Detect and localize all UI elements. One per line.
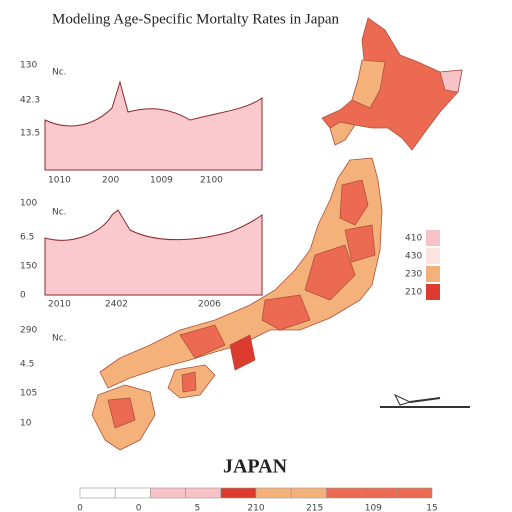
y-tick-label: 0 (20, 291, 26, 301)
colorbar-label: 0 (77, 504, 83, 512)
colorbar-label: 215 (306, 504, 323, 512)
colorbar-segment (361, 487, 398, 499)
legend-label: 210 (405, 288, 422, 298)
x-tick-label: 2006 (198, 300, 221, 310)
map-label: JAPAN (223, 456, 288, 478)
panel-label: Nc. (52, 208, 67, 218)
legend-label: 430 (405, 252, 422, 262)
colorbar-segment (185, 487, 222, 499)
y-tick-label: 13.5 (20, 129, 40, 139)
y-tick-label: 4.5 (20, 360, 34, 370)
colorbar-segment (220, 487, 257, 499)
colorbar-label: 0 (136, 504, 142, 512)
x-tick-label: 2010 (48, 300, 71, 310)
scale-bar (380, 393, 470, 408)
x-tick-label: 1009 (150, 176, 173, 186)
legend-swatch (426, 248, 440, 264)
legend-swatch (426, 230, 440, 246)
panel-label: Nc. (52, 334, 67, 344)
x-tick-label: 2100 (200, 176, 223, 186)
panel-1: Nc. 130 42.3 13.5 1010 200 1009 2100 (20, 61, 263, 186)
x-tick-label: 1010 (48, 176, 71, 186)
colorbar: 0 0 5 210 215 109 15 (77, 487, 438, 512)
colorbar-label: 210 (247, 504, 264, 512)
colorbar-segment (255, 487, 292, 499)
colorbar-label: 15 (426, 504, 437, 512)
title: Modeling Age-Specific Mortalty Rates in … (52, 11, 340, 27)
y-tick-label: 150 (20, 262, 37, 272)
colorbar-segment (326, 487, 362, 499)
legend-label: 230 (405, 270, 422, 280)
legend: 410 430 230 210 (405, 230, 440, 300)
y-tick-label: 6.5 (20, 233, 34, 243)
colorbar-segment (396, 487, 433, 499)
y-tick-label: 130 (20, 61, 37, 71)
x-tick-label: 2402 (105, 300, 128, 310)
y-tick-label: 42.3 (20, 96, 40, 106)
colorbar-label: 109 (365, 504, 382, 512)
legend-swatch (426, 284, 440, 300)
y-tick-label: 290 (20, 326, 37, 336)
japan-map (91, 17, 463, 451)
panel-3: Nc. 290 4.5 105 10 (20, 326, 67, 429)
legend-label: 410 (405, 234, 422, 244)
colorbar-label: 5 (194, 504, 200, 512)
colorbar-segment (150, 487, 186, 499)
y-tick-label: 10 (20, 419, 32, 429)
panel-label: Nc. (52, 68, 67, 78)
colorbar-segment (79, 487, 116, 499)
y-tick-label: 100 (20, 199, 37, 209)
x-tick-label: 200 (102, 176, 119, 186)
colorbar-segment (114, 487, 151, 499)
colorbar-segment (290, 487, 327, 499)
y-tick-label: 105 (20, 389, 37, 399)
panel-2: Nc. 100 6.5 150 0 2010 2402 2006 (20, 199, 263, 310)
legend-swatch (426, 266, 440, 282)
